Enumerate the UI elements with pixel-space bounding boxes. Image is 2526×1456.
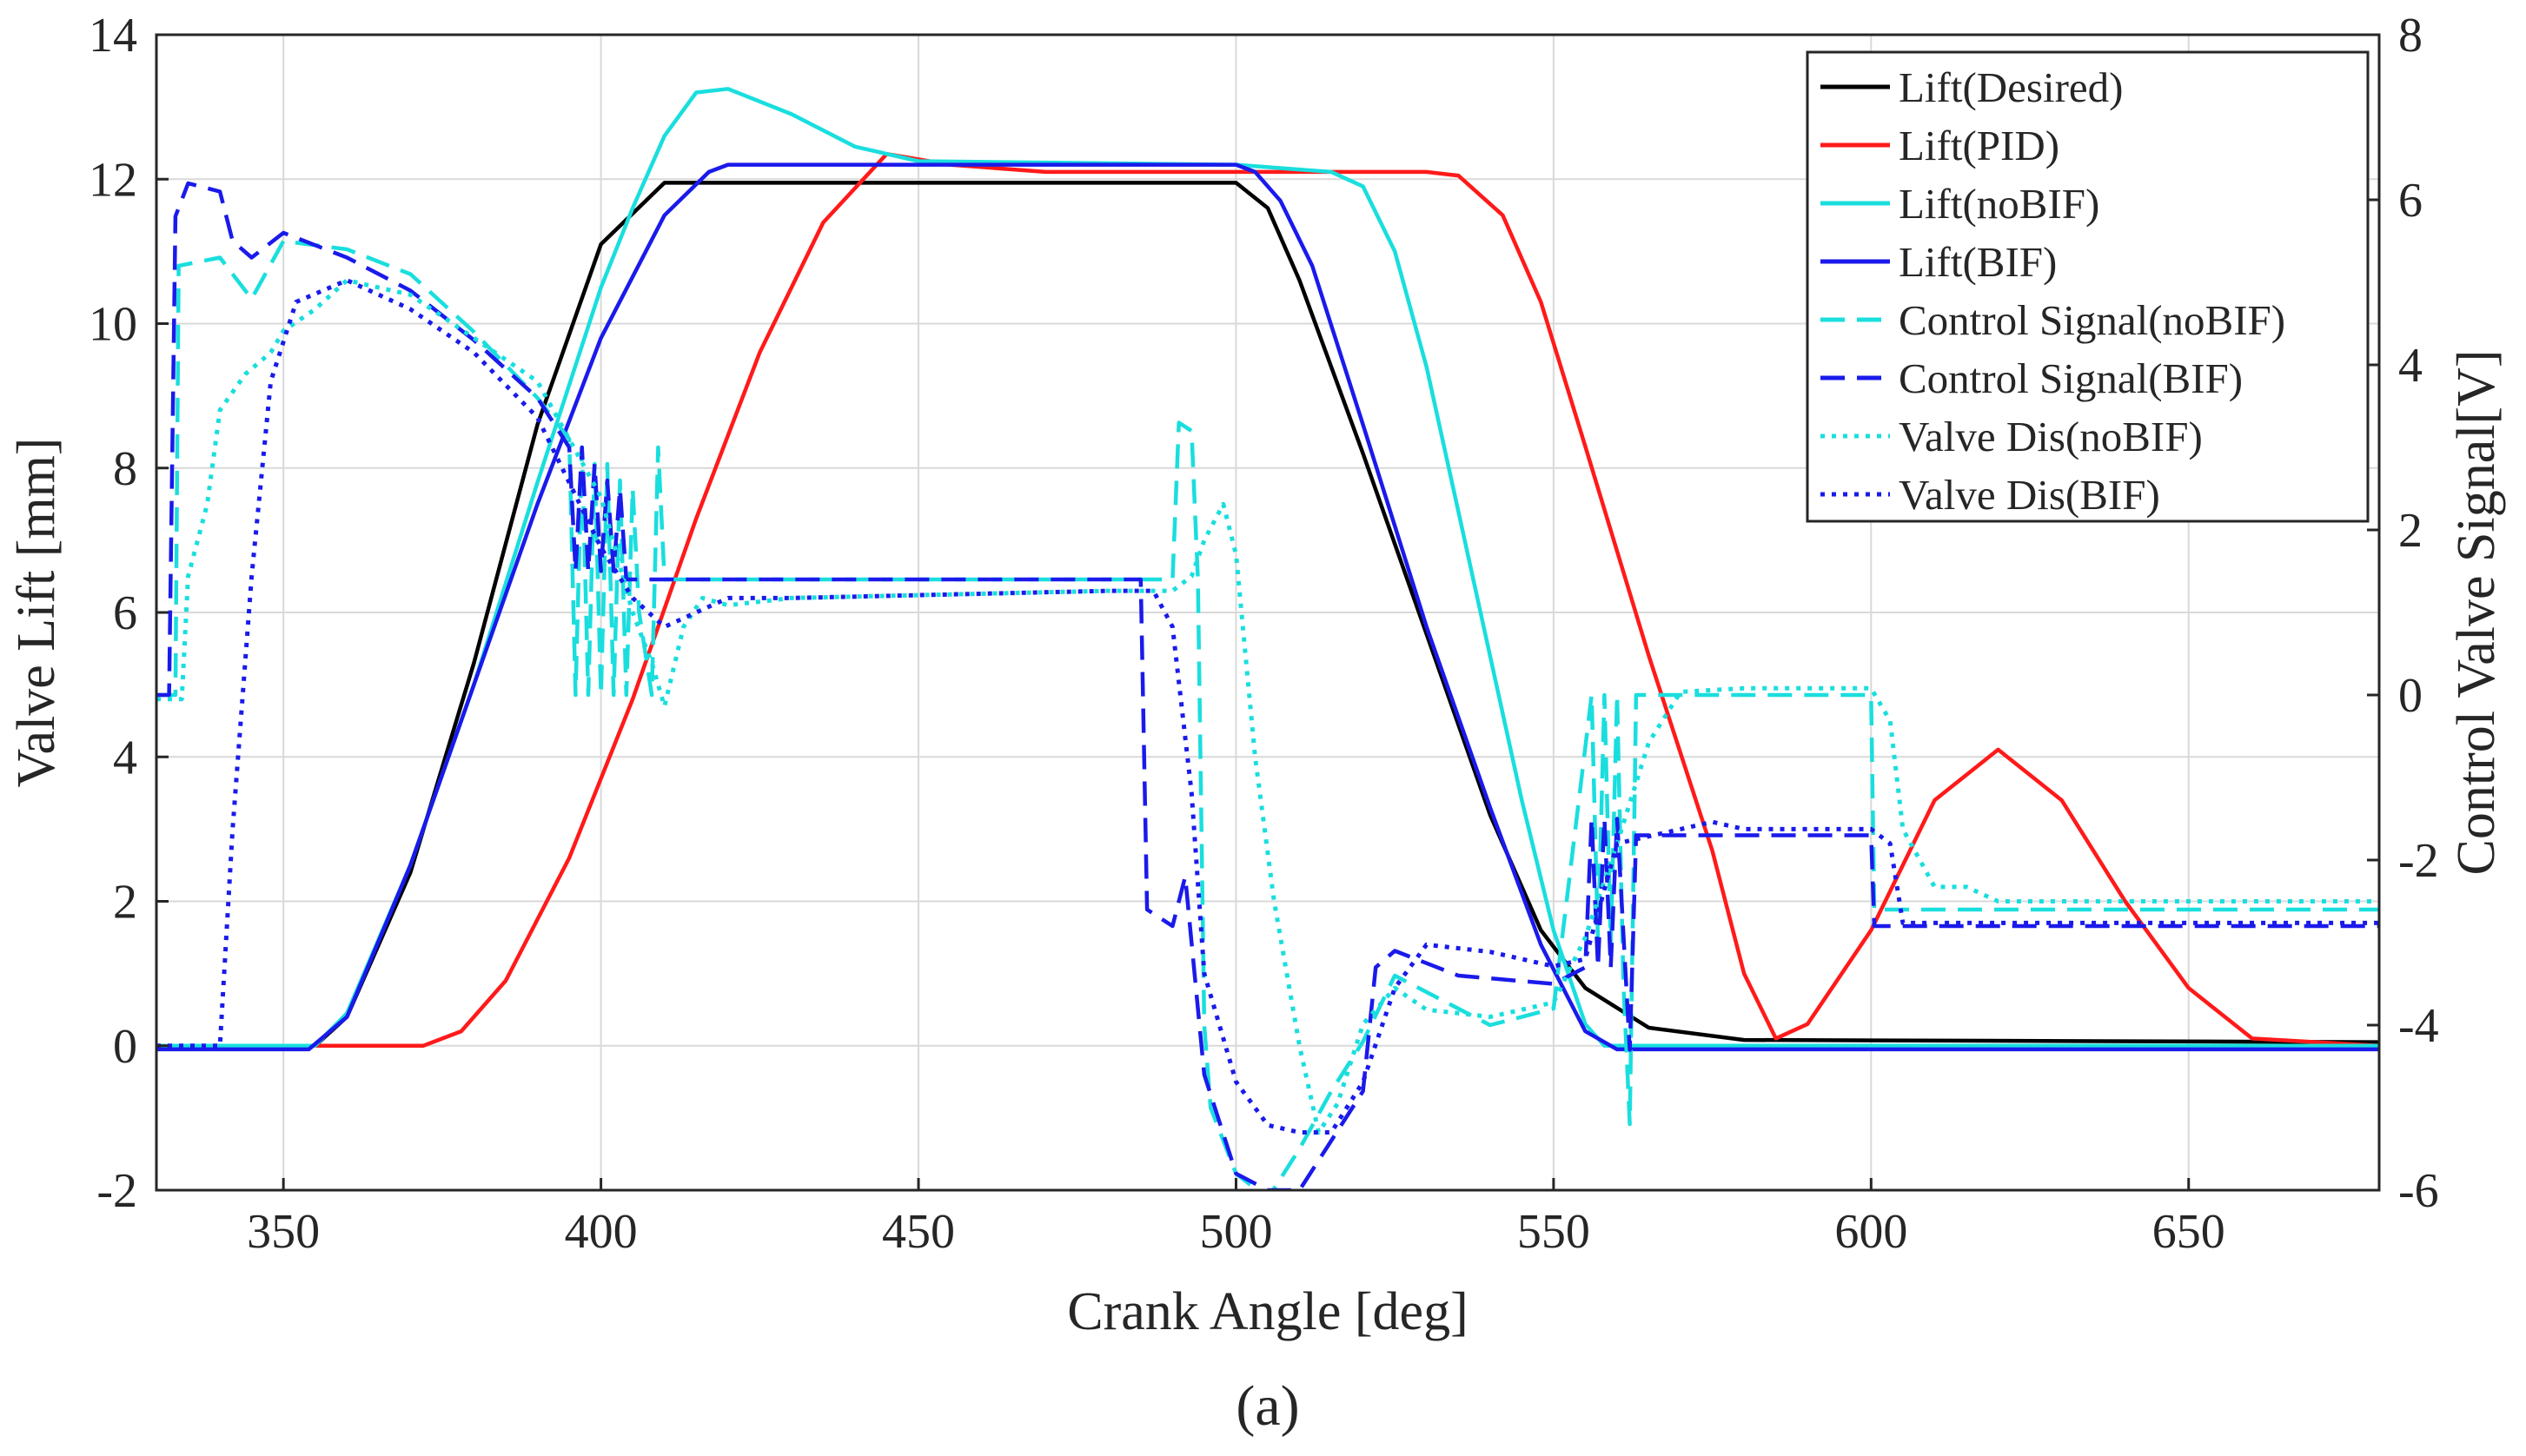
legend-label: Control Signal(noBIF) — [1899, 296, 2285, 344]
y-tick-label: 2 — [113, 876, 137, 930]
y-tick-label: 6 — [113, 586, 137, 640]
legend-label: Lift(PID) — [1899, 122, 2059, 169]
legend-box — [1806, 50, 2370, 523]
y2-tick-label: 6 — [2398, 174, 2423, 228]
x-tick-label: 650 — [2152, 1205, 2225, 1259]
y2-axis-label: Control Valve Signal[V] — [2447, 349, 2506, 875]
x-tick-label: 550 — [1517, 1205, 1590, 1259]
y-tick-label: -2 — [96, 1164, 137, 1218]
y-tick-label: 14 — [89, 9, 137, 63]
x-tick-label: 450 — [882, 1205, 955, 1259]
series-line-7 — [156, 278, 2379, 1135]
y-tick-label: 10 — [89, 298, 137, 352]
series-line-4 — [156, 239, 2379, 1190]
y-tick-label: 12 — [89, 153, 137, 207]
y2-tick-label: -4 — [2398, 999, 2439, 1053]
y-axis-label: Valve Lift [mm] — [7, 438, 66, 788]
series-layer — [156, 87, 2379, 1190]
legend-label: Lift(Desired) — [1899, 63, 2124, 111]
legend-label: Lift(noBIF) — [1899, 180, 2099, 228]
y2-tick-label: 4 — [2398, 339, 2423, 393]
series-line-3 — [156, 162, 2379, 1052]
y-tick-label: 0 — [113, 1020, 137, 1074]
legend-label: Control Signal(BIF) — [1899, 354, 2243, 402]
x-tick-label: 400 — [565, 1205, 638, 1259]
legend-label: Lift(BIF) — [1899, 238, 2057, 286]
y2-tick-label: -2 — [2398, 834, 2439, 888]
x-tick-label: 350 — [247, 1205, 320, 1259]
y2-tick-label: 0 — [2398, 669, 2423, 723]
x-tick-label: 600 — [1834, 1205, 1907, 1259]
legend: Lift(Desired) Lift(PID) Lift(noBIF) Lift(BI… — [1806, 50, 2370, 523]
y2-tick-label: 8 — [2398, 9, 2423, 63]
legend-label: Valve Dis(noBIF) — [1899, 413, 2203, 460]
y-tick-label: 4 — [113, 731, 137, 784]
series-line-5 — [156, 181, 2379, 1190]
x-tick-label: 500 — [1199, 1205, 1272, 1259]
series-line-1 — [156, 151, 2379, 1049]
x-axis-label: Crank Angle [deg] — [1067, 1282, 1468, 1341]
axes: 350 400 450 500 550 600 650 -2 0 2 4 6 8 10 12 14 -6 -4 -2… — [89, 9, 2439, 1259]
legend-label: Valve Dis(BIF) — [1899, 471, 2160, 519]
y2-tick-label: 2 — [2398, 504, 2423, 558]
figure-caption: (a) — [1236, 1374, 1299, 1438]
y-tick-label: 8 — [113, 442, 137, 496]
y2-tick-label: -6 — [2398, 1164, 2439, 1218]
series-line-2 — [156, 87, 2379, 1049]
